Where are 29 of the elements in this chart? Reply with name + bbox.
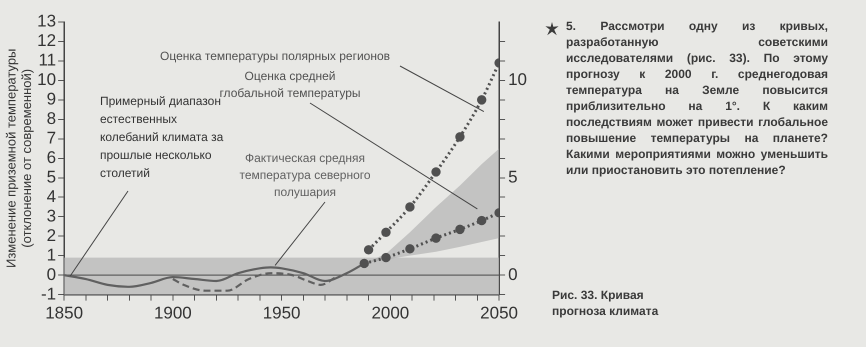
y-tick-label: 6	[46, 148, 56, 167]
text: Фактическая средняя температура северного полушария	[239, 151, 371, 199]
y-tick-label: 3	[46, 206, 56, 226]
y-tick-label: 13	[37, 12, 56, 31]
y-tick-label: 12	[37, 31, 56, 50]
y-tick-label: 9	[46, 90, 56, 109]
x-tick-label: 1850	[45, 303, 84, 322]
text: Оценка температуры полярных регионов	[160, 49, 390, 63]
x-tick-label: 2050	[480, 303, 518, 322]
y-axis-title: Изменение приземной температуры (отклонение от современной)	[3, 48, 34, 268]
y-tick-label: 2	[46, 226, 56, 245]
y-tick-label: 5	[46, 167, 56, 186]
y2-tick-label: 0	[508, 264, 518, 284]
text: Оценка средней глобальной температуры	[219, 69, 361, 100]
y-tick-label: 8	[46, 109, 56, 128]
text: 5. Рассмотри одну из кривых, разработанную советскими исследователями (рис. 33). По этому прогнозу к 2000 г. среднегодовая температура на Земле повысится приблизительно на 1°. К каким последствиям может привести глобальное повышение температуры на планете? Какими мероприятиями можно уменьшить или приостановить это потепление?	[566, 19, 828, 177]
y2-tick-label: 5	[508, 167, 518, 186]
y-tick-label: 7	[46, 128, 56, 148]
y-tick-label: 4	[46, 186, 56, 206]
y2-tick-label: 10	[508, 70, 528, 90]
x-tick-label: 1950	[262, 303, 301, 322]
y-tick-label: 1	[46, 245, 56, 264]
text: Рис. 33. Кривая прогноза климата	[552, 287, 660, 319]
x-tick-label: 2000	[371, 303, 410, 322]
x-tick-label: 1900	[154, 303, 192, 322]
y-tick-label: 0	[46, 264, 56, 284]
y-tick-label: 11	[38, 50, 56, 70]
y-tick-label: 10	[37, 70, 56, 90]
y-tick-label: -1	[40, 284, 56, 304]
